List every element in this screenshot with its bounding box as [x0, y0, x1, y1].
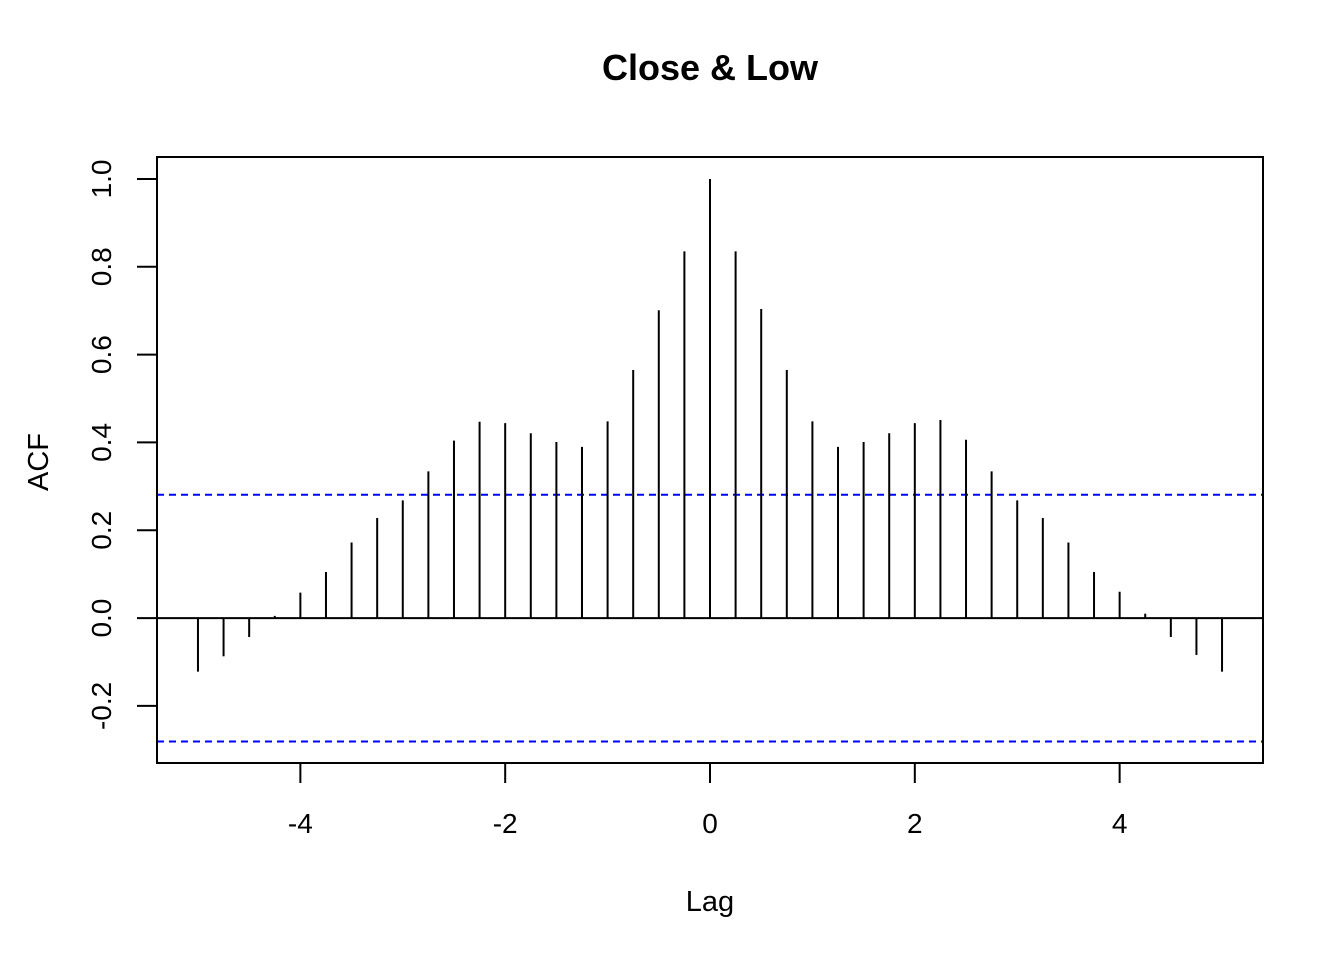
- plot-frame: [156, 156, 1264, 764]
- y-tick-label: 0.8: [86, 247, 117, 286]
- x-axis: -4 -2 0 2 4: [288, 762, 1128, 839]
- y-tick-label: 0.0: [86, 599, 117, 638]
- y-tick-label: 0.2: [86, 511, 117, 550]
- y-tick-label: -0.2: [86, 682, 117, 730]
- y-axis: -0.2 0.0 0.2 0.4 0.6 0.8 1.0: [86, 159, 158, 730]
- y-axis-label: ACF: [23, 433, 55, 491]
- x-tick-label: 4: [1112, 808, 1128, 839]
- x-tick-label: -4: [288, 808, 313, 839]
- x-axis-label: Lag: [686, 886, 734, 918]
- y-tick-label: 1.0: [86, 159, 117, 198]
- y-tick-label: 0.6: [86, 335, 117, 374]
- x-tick-label: 2: [907, 808, 923, 839]
- x-tick-label: 0: [702, 808, 718, 839]
- acf-bars: [157, 178, 1263, 743]
- x-tick-label: -2: [493, 808, 518, 839]
- y-tick-label: 0.4: [86, 423, 117, 462]
- chart-title: Close & Low: [602, 47, 819, 88]
